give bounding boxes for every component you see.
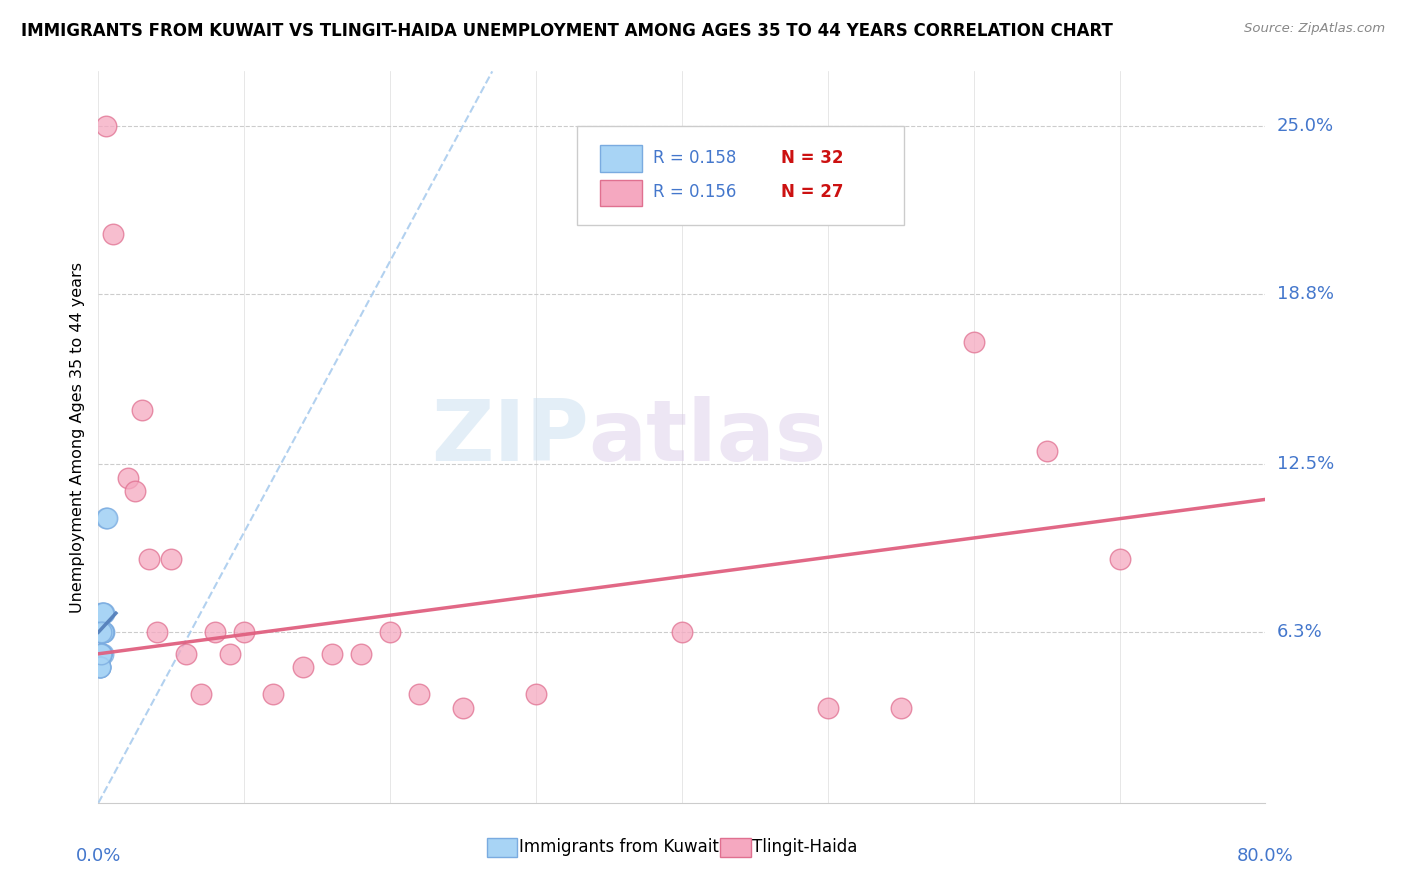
Point [138, 552, 160, 566]
Point [91, 606, 114, 620]
Text: N = 32: N = 32 [782, 149, 844, 167]
Point [160, 552, 183, 566]
Point [94, 119, 117, 133]
Point [117, 471, 139, 485]
Point [91, 625, 114, 640]
Point [1035, 443, 1057, 458]
Text: IMMIGRANTS FROM KUWAIT VS TLINGIT-HAIDA UNEMPLOYMENT AMONG AGES 35 TO 44 YEARS C: IMMIGRANTS FROM KUWAIT VS TLINGIT-HAIDA … [21, 22, 1114, 40]
Point [124, 484, 146, 499]
Point [90, 625, 112, 640]
Point [91, 647, 114, 661]
FancyBboxPatch shape [720, 838, 751, 857]
Point [91, 625, 114, 640]
Point [90, 647, 112, 661]
Text: N = 27: N = 27 [782, 183, 844, 201]
Point [93, 606, 115, 620]
Point [350, 647, 373, 661]
Point [90, 625, 112, 640]
Point [146, 625, 169, 640]
Point [233, 625, 256, 640]
Point [101, 227, 124, 241]
Point [93, 625, 115, 640]
Point [89, 660, 111, 674]
Point [90, 606, 112, 620]
Point [1108, 552, 1130, 566]
Point [90, 647, 112, 661]
Point [321, 647, 343, 661]
Text: Immigrants from Kuwait: Immigrants from Kuwait [519, 838, 718, 855]
Point [90, 647, 112, 661]
Point [380, 625, 402, 640]
FancyBboxPatch shape [600, 145, 643, 171]
Text: ZIP: ZIP [430, 395, 589, 479]
Point [90, 647, 112, 661]
Text: atlas: atlas [589, 395, 827, 479]
Point [91, 625, 114, 640]
Point [90, 647, 112, 661]
Point [90, 625, 112, 640]
Point [291, 660, 314, 674]
Point [94, 511, 117, 525]
Point [408, 688, 430, 702]
Text: Tlingit-Haida: Tlingit-Haida [752, 838, 858, 855]
Point [262, 688, 284, 702]
FancyBboxPatch shape [576, 126, 904, 225]
Text: R = 0.158: R = 0.158 [652, 149, 737, 167]
Point [90, 647, 112, 661]
Point [817, 701, 839, 715]
Y-axis label: Unemployment Among Ages 35 to 44 years: Unemployment Among Ages 35 to 44 years [69, 261, 84, 613]
Text: 25.0%: 25.0% [1277, 117, 1334, 135]
Point [671, 625, 693, 640]
Point [90, 625, 112, 640]
FancyBboxPatch shape [600, 179, 643, 206]
Point [91, 606, 114, 620]
Point [96, 511, 118, 525]
Text: R = 0.156: R = 0.156 [652, 183, 737, 201]
Text: 6.3%: 6.3% [1277, 624, 1322, 641]
Point [962, 335, 984, 350]
Text: Source: ZipAtlas.com: Source: ZipAtlas.com [1244, 22, 1385, 36]
FancyBboxPatch shape [486, 838, 517, 857]
Point [451, 701, 474, 715]
Point [218, 647, 240, 661]
Point [89, 660, 111, 674]
Text: 18.8%: 18.8% [1277, 285, 1333, 302]
Point [131, 403, 153, 417]
Text: 0.0%: 0.0% [76, 847, 121, 865]
Point [90, 647, 112, 661]
Point [91, 625, 114, 640]
Text: 80.0%: 80.0% [1237, 847, 1294, 865]
Point [90, 625, 112, 640]
Point [190, 688, 212, 702]
Point [174, 647, 197, 661]
Point [890, 701, 912, 715]
Text: 12.5%: 12.5% [1277, 455, 1334, 473]
Point [91, 625, 114, 640]
Point [89, 660, 111, 674]
Point [524, 688, 547, 702]
Point [89, 660, 111, 674]
Point [204, 625, 226, 640]
Point [90, 625, 112, 640]
Point [90, 625, 112, 640]
Point [90, 647, 112, 661]
